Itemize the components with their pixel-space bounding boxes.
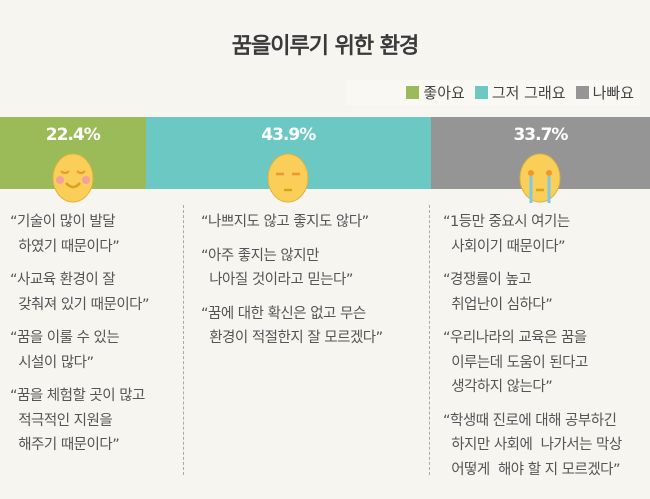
quote: “기술이 많이 발달 하였기 때문이다”: [10, 214, 120, 255]
neutral-face-icon: [267, 153, 309, 203]
quote: “꿈을 체험할 곳이 많고 적극적인 지원을 해주기 때문이다”: [10, 388, 145, 453]
quote: “경쟁률이 높고 취업난이 심하다”: [443, 272, 553, 313]
quote: “1등만 중요시 여기는 사회이기 때문이다”: [443, 214, 570, 255]
quote: “학생때 진로에 대해 공부하긴 하지만 사회에 나가서는 막상 어떻게 해야 …: [443, 412, 622, 478]
data-label: 22.4%: [45, 125, 101, 145]
quote: “꿈에 대한 확신은 없고 무슨 환경이 적절한지 잘 모르겠다”: [201, 305, 383, 347]
quote: “나쁘지도 않고 좋지도 않다”: [201, 214, 369, 230]
column-divider: [183, 205, 184, 475]
legend-label: 좋아요: [423, 84, 465, 102]
quote: “꿈을 이룰 수 있는 시설이 많다”: [10, 330, 120, 371]
quote: “사교육 환경이 잘 갖춰져 있기 때문이다”: [10, 272, 150, 313]
smiling-face-icon: [52, 153, 94, 203]
legend-swatch: [575, 86, 589, 99]
column-neutral-quotes: “나쁘지도 않고 좋지도 않다” “아주 좋지는 않지만 나아질 것이라고 믿는…: [201, 210, 383, 360]
legend: 좋아요 그저 그래요 나빠요: [346, 80, 640, 105]
quote: “우리나라의 교육은 꿈을 이루는데 도움이 된다고 생각하지 않는다”: [443, 330, 588, 395]
column-good-quotes: “기술이 많이 발달 하였기 때문이다” “사교육 환경이 잘 갖춰져 있기 때…: [10, 210, 150, 467]
legend-label: 그저 그래요: [491, 84, 566, 102]
legend-swatch: [406, 86, 420, 99]
data-label: 43.9%: [261, 125, 316, 145]
crying-face-icon: [519, 153, 561, 203]
legend-swatch: [474, 86, 488, 99]
legend-label: 나빠요: [592, 84, 634, 102]
chart-title: 꿈을이루기 위한 환경: [231, 34, 419, 59]
column-divider: [429, 205, 430, 475]
legend-item-neutral: 그저 그래요: [474, 82, 566, 103]
data-label: 33.7%: [513, 125, 568, 145]
quote: “아주 좋지는 않지만 나아질 것이라고 믿는다”: [201, 247, 353, 289]
column-bad-quotes: “1등만 중요시 여기는 사회이기 때문이다” “경쟁률이 높고 취업난이 심하…: [443, 210, 622, 491]
legend-item-bad: 나빠요: [575, 82, 634, 103]
legend-item-good: 좋아요: [406, 82, 465, 103]
